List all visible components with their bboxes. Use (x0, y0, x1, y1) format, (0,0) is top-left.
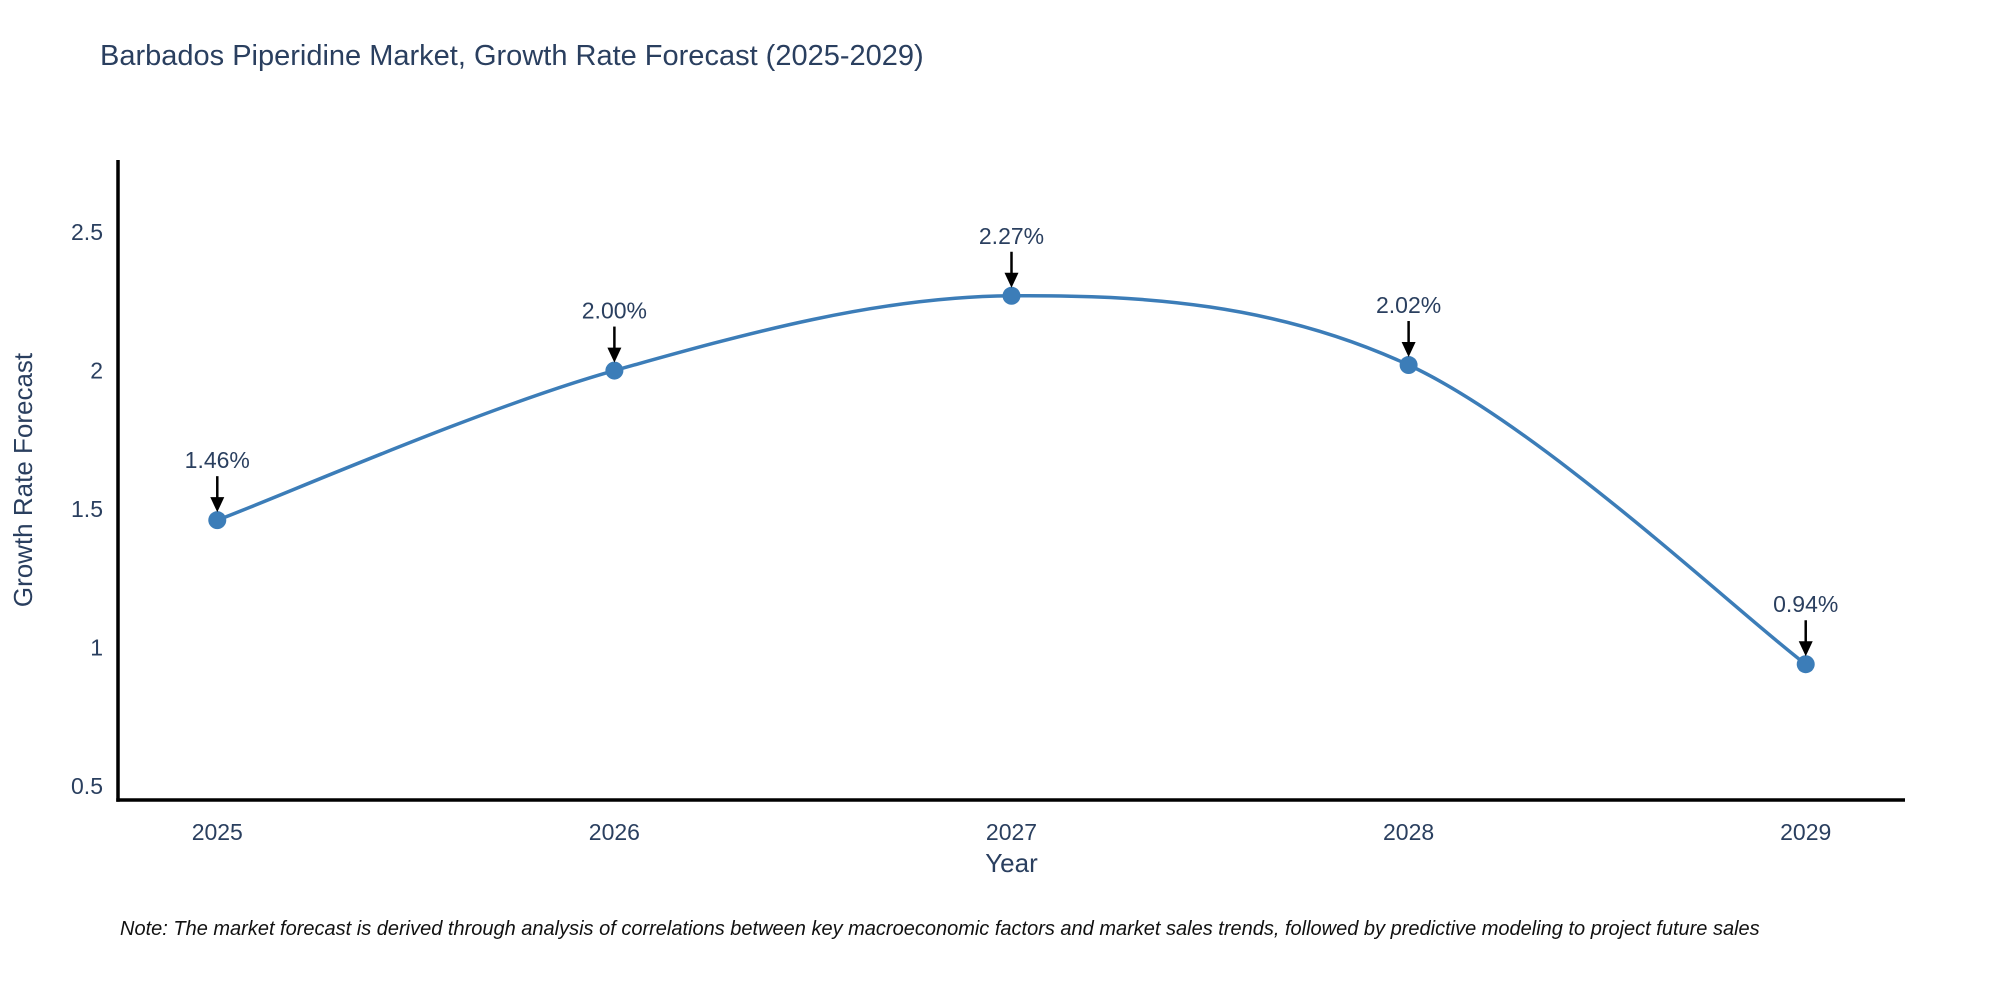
y-tick-label: 1 (90, 635, 103, 661)
x-tick-label: 2025 (192, 819, 243, 845)
annotation-arrowhead-icon (1798, 641, 1813, 657)
data-point-label: 1.46% (185, 447, 250, 473)
x-tick-label: 2027 (986, 819, 1037, 845)
data-point-marker (208, 511, 227, 530)
data-point-marker (1796, 655, 1815, 674)
annotation-arrowhead-icon (1004, 272, 1019, 288)
x-axis-title: Year (985, 848, 1038, 878)
data-point-marker (605, 361, 624, 380)
data-point-label: 2.27% (979, 223, 1044, 249)
data-point-label: 2.02% (1376, 292, 1441, 318)
trend-line (215, 293, 1808, 666)
y-tick-label: 0.5 (71, 773, 103, 799)
y-tick-label: 2.5 (71, 219, 103, 245)
chart-title: Barbados Piperidine Market, Growth Rate … (100, 40, 924, 72)
data-point-label: 2.00% (582, 298, 647, 324)
annotation-arrowhead-icon (607, 347, 622, 363)
annotation-arrowhead-icon (1401, 342, 1416, 358)
x-tick-label: 2029 (1780, 819, 1831, 845)
annotation-arrowhead-icon (210, 497, 225, 513)
y-axis-title: Growth Rate Forecast (8, 352, 38, 607)
data-point-marker (1399, 356, 1418, 375)
footnote: Note: The market forecast is derived thr… (120, 918, 1760, 940)
data-point-label: 0.94% (1773, 591, 1838, 617)
data-point-marker (1002, 286, 1021, 305)
x-tick-label: 2028 (1383, 819, 1434, 845)
x-tick-label: 2026 (589, 819, 640, 845)
y-tick-label: 1.5 (71, 496, 103, 522)
y-tick-label: 2 (90, 358, 103, 384)
